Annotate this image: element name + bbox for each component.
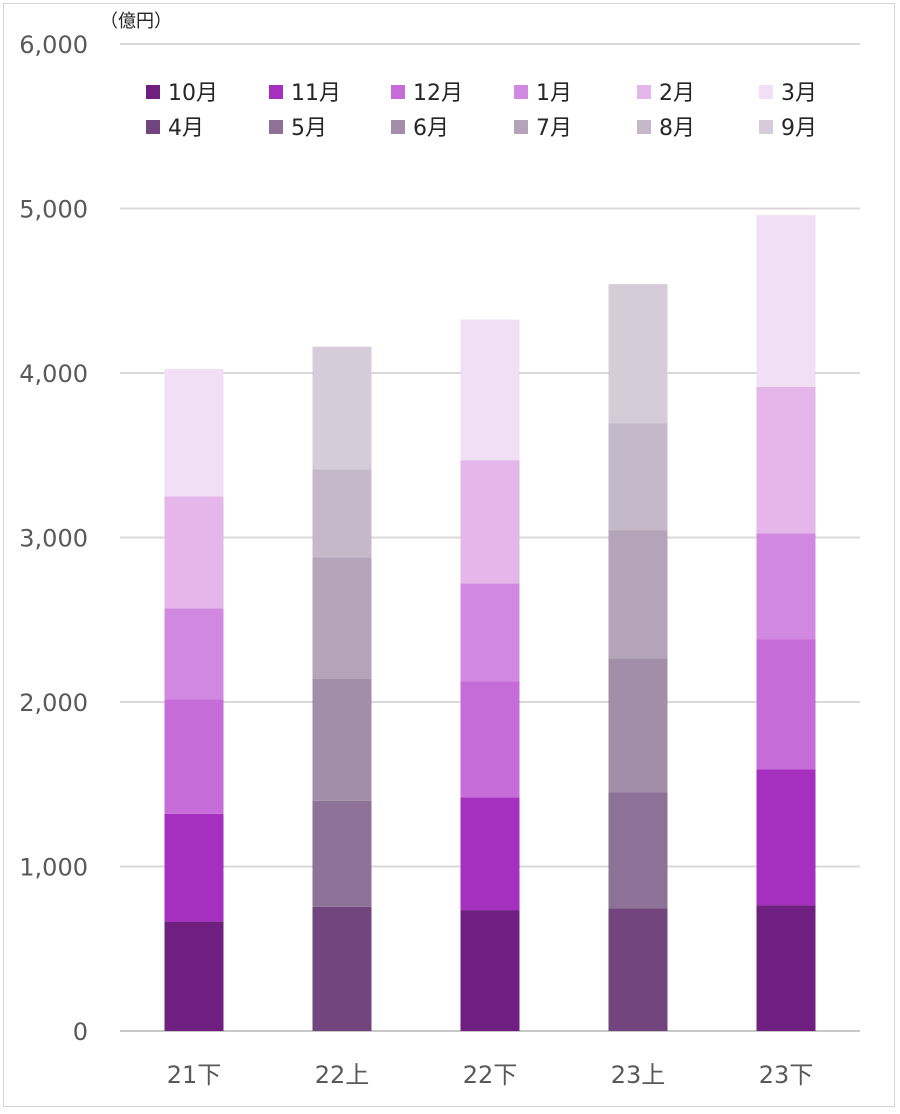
bar-segment bbox=[460, 681, 520, 798]
bar-segment bbox=[164, 608, 224, 700]
legend-item[interactable]: 12月 bbox=[391, 81, 463, 106]
legend[interactable]: 10月 11月 12月 1月 2月 3月 4月 5月 6月 7月 8月 9月 bbox=[146, 81, 817, 141]
bar-segment bbox=[756, 533, 816, 640]
bar-segment bbox=[312, 346, 372, 470]
bar-segment bbox=[164, 496, 224, 609]
x-tick-label: 22上 bbox=[315, 1061, 370, 1089]
legend-label: 8月 bbox=[659, 116, 695, 141]
y-tick-label: 5,000 bbox=[19, 196, 88, 224]
legend-label: 11月 bbox=[291, 81, 341, 106]
bar-segment bbox=[756, 769, 816, 906]
legend-item[interactable]: 9月 bbox=[759, 116, 817, 141]
bar-segment bbox=[608, 284, 668, 424]
bar-segment bbox=[460, 319, 520, 461]
legend-item[interactable]: 3月 bbox=[759, 81, 817, 106]
bar-segment bbox=[608, 530, 668, 659]
bar-segment bbox=[312, 469, 372, 558]
bar-segment bbox=[460, 797, 520, 911]
y-tick-label: 1,000 bbox=[19, 854, 88, 882]
y-tick-label: 0 bbox=[73, 1018, 88, 1046]
legend-swatch bbox=[637, 85, 651, 99]
legend-swatch bbox=[269, 120, 283, 134]
legend-item[interactable]: 6月 bbox=[391, 116, 449, 141]
x-tick-label: 23下 bbox=[759, 1061, 814, 1089]
legend-label: 2月 bbox=[659, 81, 695, 106]
legend-label: 6月 bbox=[413, 116, 449, 141]
legend-label: 12月 bbox=[413, 81, 463, 106]
legend-item[interactable]: 5月 bbox=[269, 116, 327, 141]
legend-swatch bbox=[759, 85, 773, 99]
bar-segment bbox=[460, 583, 520, 682]
y-tick-label: 2,000 bbox=[19, 689, 88, 717]
legend-item[interactable]: 2月 bbox=[637, 81, 695, 106]
x-tick-label: 22下 bbox=[463, 1061, 518, 1089]
y-axis-unit-label: （億円） bbox=[100, 11, 172, 32]
bar-segment bbox=[312, 557, 372, 679]
bar-segment bbox=[756, 386, 816, 534]
bar-segment bbox=[460, 460, 520, 584]
legend-item[interactable]: 4月 bbox=[146, 116, 204, 141]
bar-segment bbox=[608, 423, 668, 531]
legend-label: 5月 bbox=[291, 116, 327, 141]
legend-swatch bbox=[391, 85, 405, 99]
chart-frame bbox=[3, 3, 895, 1107]
bar-segment bbox=[608, 658, 668, 793]
legend-item[interactable]: 10月 bbox=[146, 81, 218, 106]
legend-label: 3月 bbox=[781, 81, 817, 106]
legend-item[interactable]: 1月 bbox=[514, 81, 572, 106]
bar-segment bbox=[164, 921, 224, 1031]
legend-swatch bbox=[269, 85, 283, 99]
legend-swatch bbox=[146, 120, 160, 134]
bar-segment bbox=[756, 215, 816, 387]
bar-segment bbox=[608, 792, 668, 909]
bar-segment bbox=[312, 800, 372, 907]
y-tick-label: 4,000 bbox=[19, 360, 88, 388]
bar-segment bbox=[312, 678, 372, 801]
legend-label: 10月 bbox=[168, 81, 218, 106]
bar-segment bbox=[164, 699, 224, 814]
bar-segment bbox=[608, 908, 668, 1031]
y-tick-label: 6,000 bbox=[19, 31, 88, 59]
legend-swatch bbox=[514, 120, 528, 134]
y-tick-label: 3,000 bbox=[19, 525, 88, 553]
legend-item[interactable]: 7月 bbox=[514, 116, 572, 141]
legend-swatch bbox=[637, 120, 651, 134]
legend-item[interactable]: 11月 bbox=[269, 81, 341, 106]
bar-segment bbox=[756, 905, 816, 1031]
x-tick-label: 23上 bbox=[611, 1061, 666, 1089]
legend-item[interactable]: 8月 bbox=[637, 116, 695, 141]
legend-label: 1月 bbox=[536, 81, 572, 106]
legend-swatch bbox=[759, 120, 773, 134]
x-tick-label: 21下 bbox=[167, 1061, 222, 1089]
legend-swatch bbox=[391, 120, 405, 134]
bar-segment bbox=[164, 813, 224, 922]
bar-segment bbox=[460, 910, 520, 1031]
legend-label: 4月 bbox=[168, 116, 204, 141]
legend-label: 7月 bbox=[536, 116, 572, 141]
x-axis-ticks: 21下 22上 22下 23上 23下 bbox=[167, 1061, 814, 1089]
legend-label: 9月 bbox=[781, 116, 817, 141]
gridlines bbox=[120, 43, 860, 1032]
legend-swatch bbox=[514, 85, 528, 99]
bar-segment bbox=[312, 906, 372, 1031]
legend-swatch bbox=[146, 85, 160, 99]
bar-segment bbox=[164, 368, 224, 497]
bars bbox=[164, 215, 816, 1031]
y-axis-ticks: 0 1,000 2,000 3,000 4,000 5,000 6,000 bbox=[19, 31, 88, 1046]
bar-segment bbox=[756, 639, 816, 770]
